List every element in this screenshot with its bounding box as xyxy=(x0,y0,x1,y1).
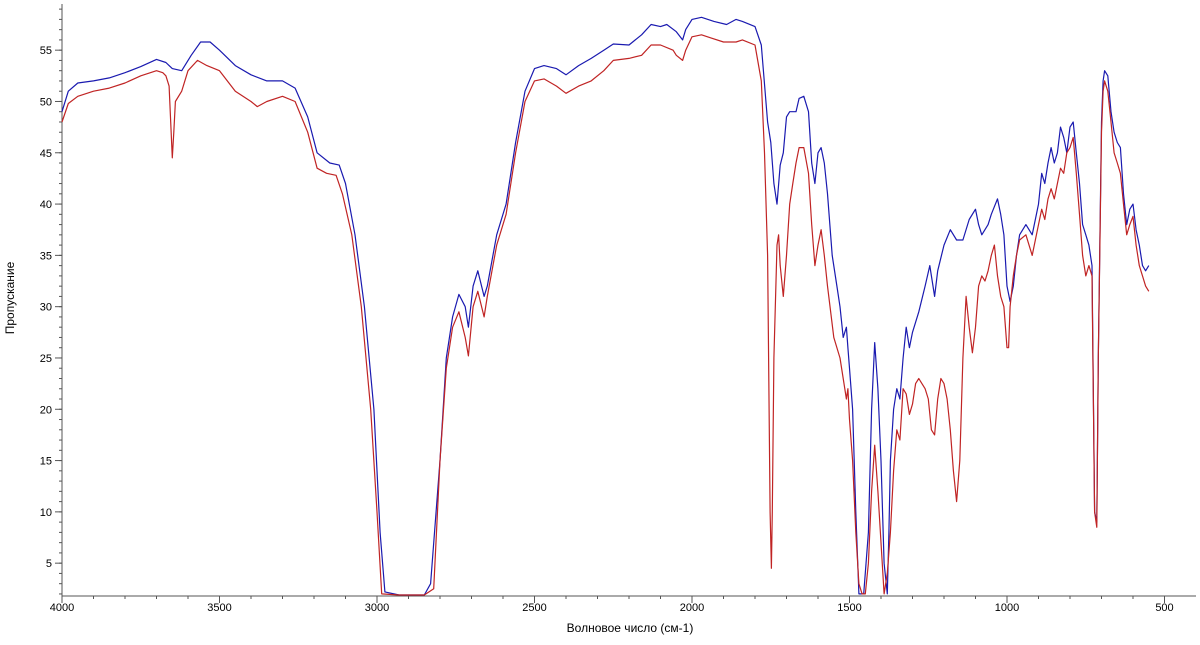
x-tick-label: 500 xyxy=(1155,602,1173,614)
y-tick-label: 20 xyxy=(40,404,52,416)
y-tick-label: 55 xyxy=(40,45,52,57)
y-tick-label: 45 xyxy=(40,148,52,160)
series-line-blue xyxy=(61,16,1150,596)
y-tick-label: 5 xyxy=(46,558,52,570)
y-tick-label: 25 xyxy=(40,353,52,365)
y-tick-label: 40 xyxy=(40,199,52,211)
y-tick-label: 50 xyxy=(40,96,52,108)
x-tick-label: 4000 xyxy=(50,602,74,614)
x-tick-label: 3000 xyxy=(365,602,389,614)
x-tick-label: 2000 xyxy=(680,602,704,614)
x-tick-label: 1000 xyxy=(995,602,1019,614)
y-axis-title: Пропускание xyxy=(3,261,17,334)
x-tick-label: 1500 xyxy=(837,602,861,614)
x-axis: 4000 3500 3000 2500 2000 1500 1000 500 xyxy=(50,595,1196,614)
series-layer xyxy=(61,16,1150,596)
x-tick-label: 3500 xyxy=(207,602,231,614)
y-tick-label: 15 xyxy=(40,456,52,468)
y-axis: 5 10 15 20 25 30 35 40 45 50 55 xyxy=(40,4,63,596)
y-tick-label: 30 xyxy=(40,302,52,314)
y-tick-label: 35 xyxy=(40,250,52,262)
series-line-red xyxy=(61,34,1150,596)
x-tick-label: 2500 xyxy=(522,602,546,614)
x-axis-title: Волновое число (см-1) xyxy=(567,621,694,635)
y-tick-label: 10 xyxy=(40,507,52,519)
